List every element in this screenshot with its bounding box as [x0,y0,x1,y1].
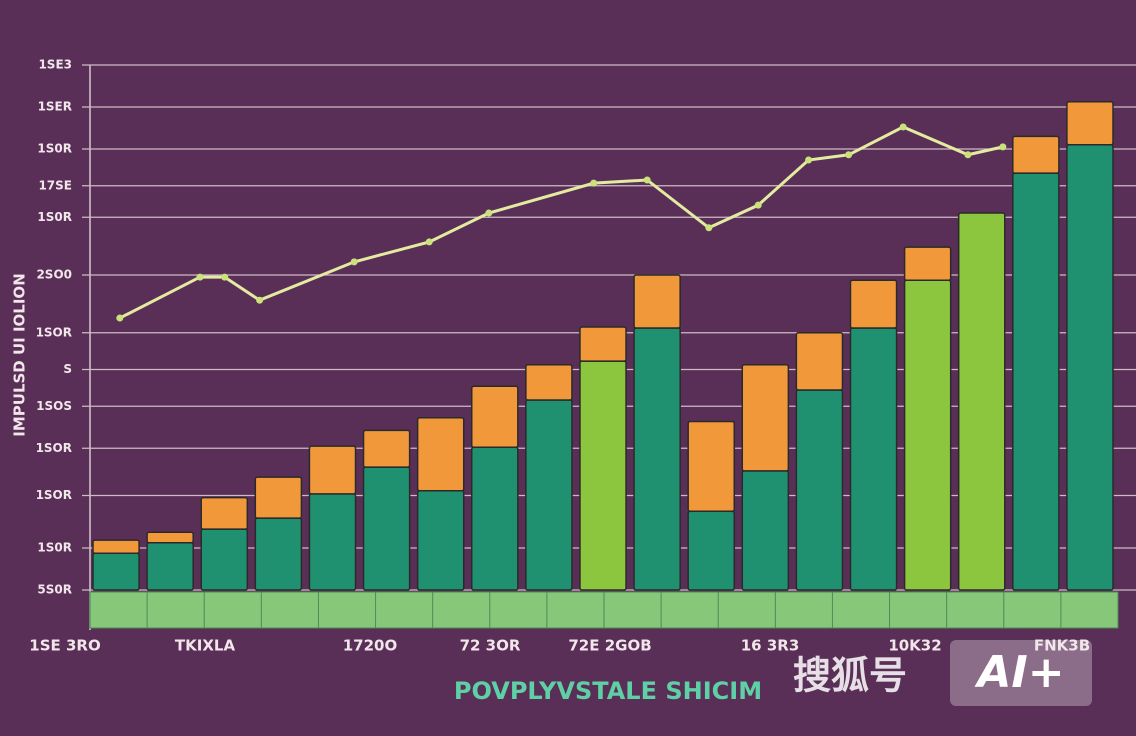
x-tick-label: 72E 2GOB [568,637,651,655]
x-tick-label: 10K32 [888,637,941,655]
y-tick-label: 1S0R [37,210,72,224]
bar-segment [470,385,519,448]
y-tick-label: 1SOS [36,399,72,413]
line-point [705,224,713,232]
bar-segment [957,212,1006,591]
y-tick-label: 17SE [38,178,72,192]
bar-segment [1066,144,1114,591]
line-point [221,273,229,281]
bar-segment [146,531,194,544]
y-tick-label: 1S0R [37,541,72,555]
y-tick-label: 1S0R [37,142,72,156]
bar-segment [795,389,844,591]
y-tick-label: 1SOR [36,488,72,502]
bar-segment [903,246,952,282]
bar-segment [362,466,411,591]
line-point [999,143,1007,151]
bar-segment [741,364,790,472]
line-point [116,314,124,322]
chart-title: POVPLYVSTALE SHICIM [454,677,762,705]
y-tick-label: S [63,362,72,376]
bar-segment [525,399,573,591]
bar-segment [795,332,844,391]
bar-segment [525,364,573,401]
line-point [590,179,598,187]
bar-segment [1012,172,1060,591]
x-tick-label: 1SE 3RO [29,637,100,655]
bar-segment [579,326,627,362]
bar-segment [362,429,411,468]
bar-segment [308,445,357,495]
y-tick-label: 5S0R [37,583,72,597]
line-point [256,296,264,304]
line-point [805,156,813,164]
line-point [899,123,907,131]
y-axis-title: IMPULSD UI IOLION [11,273,29,436]
y-tick-label: 1SOR [36,325,72,339]
line-point [350,258,358,266]
bar-segment [146,542,194,591]
line-point [196,273,204,281]
y-tick-label: 1SER [38,100,72,114]
bar-segment [633,274,681,329]
bar-segment [254,476,303,519]
bar-segment [308,493,357,591]
bar-segment [903,279,952,591]
x-tick-label: TKIXLA [175,637,236,655]
line-point [964,151,972,159]
line-point [643,176,651,184]
watermark: AI+ [974,647,1064,698]
x-tick-label: 1720O [343,637,398,655]
bar-segment [416,490,465,591]
y-tick-label: 1SE3 [38,58,72,72]
bar-segment [254,517,303,591]
bar-segment [687,420,736,513]
bar-segment [92,552,140,591]
bar-segment [1066,101,1114,146]
bar-segment [416,417,465,492]
bar-segment [579,360,627,591]
trend-line [119,125,1004,320]
x-tick-label: 16 3R3 [741,637,800,655]
line-point [754,201,762,209]
watermark: 搜狐号 [793,654,907,698]
bar-segment [633,327,681,591]
bar-segment [200,528,249,591]
bar-segment [200,496,249,530]
bar-segment [92,539,140,554]
x-tick-label: 72 3OR [460,637,521,655]
line-point [425,238,433,246]
line-point [485,209,493,217]
bar-segment [470,446,519,591]
bar-segment [849,279,898,329]
line-point [845,151,853,159]
x-tick-label: FNK3B [1034,637,1090,655]
bar-segment [1012,135,1060,174]
bar-segment [741,470,790,591]
y-tick-label: 1SOR [36,441,72,455]
y-tick-label: 2SO0 [36,268,72,282]
watermark-box [950,640,1092,706]
bar-segment [849,327,898,591]
bar-segment [687,510,736,591]
